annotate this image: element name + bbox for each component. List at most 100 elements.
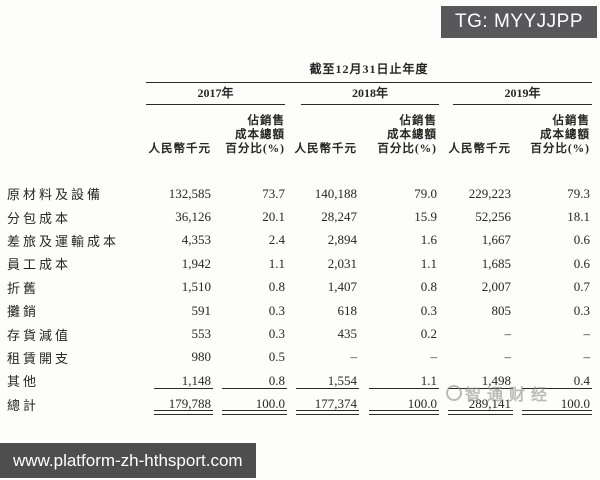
cell-2019-amount: 805 [491, 302, 512, 318]
col-header-amount-2018: 人民幣千元 [294, 143, 357, 155]
period-header: 截至12月31日止年度 [146, 60, 592, 83]
cell-2018-amount: 2,031 [327, 255, 357, 271]
col-header-amount-2017: 人民幣千元 [148, 143, 211, 155]
cell-2017-pct: 0.5 [268, 349, 285, 365]
col-header-percent-2018: 佔銷售 成本總額 百分比(%) [359, 114, 439, 156]
spacer [7, 60, 146, 83]
cost-of-sales-table: 截至12月31日止年度 2017年 2018年 2019年 人民幣千元 佔銷售 … [7, 60, 592, 416]
row-label: 存貨減值 [7, 327, 72, 343]
row-label: 總計 [7, 397, 40, 413]
row-label: 攤銷 [7, 304, 40, 320]
cell-2018-pct: 15.9 [414, 209, 437, 225]
col-header-percent-line3: 百分比(%) [377, 143, 437, 155]
cell-2018-pct: 0.3 [420, 302, 437, 318]
col-header-percent-2017: 佔銷售 成本總額 百分比(%) [213, 114, 287, 156]
year-header-2018: 2018年 [301, 84, 439, 105]
cell-2019-pct: – [583, 326, 591, 342]
table-row-subcontracting: 分包成本 36,126 20.1 28,247 15.9 52,256 18.1 [7, 205, 592, 228]
row-label: 折舊 [7, 280, 40, 296]
cell-2018-pct: 0.2 [420, 326, 437, 342]
table-row-lease-expense: 租賃開支 980 0.5 – – – – [7, 346, 592, 369]
cell-2017-amount: 1,942 [181, 255, 211, 271]
cell-2018-pct: 1.1 [359, 373, 439, 389]
cell-2018-amount: 28,247 [321, 209, 357, 225]
cell-2018-amount: 140,188 [314, 185, 357, 201]
cell-2019-amount: 1,498 [439, 373, 513, 389]
cell-2019-pct: 79.3 [567, 185, 590, 201]
row-label: 其他 [7, 374, 40, 390]
telegram-badge: TG: MYYJJPP [441, 6, 597, 38]
site-url-watermark: www.platform-zh-hthsport.com [0, 443, 256, 478]
cell-2018-amount: 177,374 [287, 396, 359, 416]
cell-2019-amount: – [504, 349, 512, 365]
cell-2017-pct: 2.4 [268, 232, 285, 248]
cell-2018-amount: 1,554 [287, 373, 359, 389]
table-row-travel-transport: 差旅及運輸成本 4,353 2.4 2,894 1.6 1,667 0.6 [7, 229, 592, 252]
spacer [7, 114, 146, 156]
cell-2017-amount: 1,510 [181, 279, 211, 295]
cell-2019-amount: 1,667 [481, 232, 511, 248]
cell-2019-pct: – [583, 349, 591, 365]
cell-2017-amount: 4,353 [181, 232, 211, 248]
cell-2017-amount: 179,788 [146, 396, 214, 416]
cell-2019-pct: 0.7 [573, 279, 590, 295]
row-label: 租賃開支 [7, 350, 72, 366]
cell-2017-amount: 36,126 [175, 209, 211, 225]
col-header-percent-line1: 佔銷售 [552, 115, 590, 127]
cell-2018-amount: 618 [337, 302, 358, 318]
cell-2019-pct: 0.3 [573, 302, 590, 318]
cell-2017-pct: 1.1 [268, 255, 285, 271]
cell-2019-pct: 0.6 [573, 255, 590, 271]
table-header-period-row: 截至12月31日止年度 [7, 60, 592, 83]
cell-2019-amount: 52,256 [475, 209, 511, 225]
table-row-staff-costs: 員工成本 1,942 1.1 2,031 1.1 1,685 0.6 [7, 252, 592, 275]
col-header-percent-line2: 成本總額 [235, 129, 285, 141]
year-header-2017: 2017年 [146, 84, 285, 105]
cell-2018-pct: 1.6 [420, 232, 437, 248]
cell-2019-pct: 18.1 [567, 209, 590, 225]
cell-2017-pct: 0.8 [268, 279, 285, 295]
table-row-amortisation: 攤銷 591 0.3 618 0.3 805 0.3 [7, 299, 592, 322]
cell-2019-pct: 0.4 [513, 373, 592, 389]
cell-2019-pct: 100.0 [513, 396, 592, 416]
cell-2017-amount: 1,148 [146, 373, 214, 389]
col-header-percent-line1: 佔銷售 [399, 115, 437, 127]
table-body: 原材料及設備 132,585 73.7 140,188 79.0 229,223… [7, 182, 592, 416]
row-label: 員工成本 [7, 257, 72, 273]
cell-2017-pct: 0.3 [268, 302, 285, 318]
cell-2017-pct: 73.7 [262, 185, 285, 201]
table-row-others: 其他 1,148 0.8 1,554 1.1 1,498 0.4 [7, 369, 592, 392]
cell-2018-pct: 0.8 [420, 279, 437, 295]
table-row-depreciation: 折舊 1,510 0.8 1,407 0.8 2,007 0.7 [7, 276, 592, 299]
cell-2019-amount: 229,223 [468, 185, 511, 201]
row-label: 分包成本 [7, 210, 72, 226]
col-header-percent-line2: 成本總額 [540, 129, 590, 141]
cell-2018-pct: 1.1 [420, 255, 437, 271]
cell-2017-pct: 100.0 [213, 396, 287, 416]
col-header-percent-line1: 佔銷售 [247, 115, 285, 127]
cell-2018-pct: 100.0 [359, 396, 439, 416]
table-row-inventory-impairment: 存貨減值 553 0.3 435 0.2 – – [7, 322, 592, 345]
row-label: 差旅及運輸成本 [7, 233, 120, 249]
col-header-percent-line3: 百分比(%) [225, 143, 285, 155]
table-subheader-row: 人民幣千元 佔銷售 成本總額 百分比(%) 人民幣千元 佔銷售 成本總額 百分比… [7, 114, 592, 156]
cell-2018-amount: 2,894 [327, 232, 357, 248]
cell-2019-pct: 0.6 [573, 232, 590, 248]
cell-2018-amount: 1,407 [327, 279, 357, 295]
col-header-amount-2019: 人民幣千元 [448, 143, 511, 155]
cell-2017-pct: 0.3 [268, 326, 285, 342]
cell-2017-amount: 980 [191, 349, 212, 365]
table-header-years-row: 2017年 2018年 2019年 [7, 84, 592, 105]
col-header-percent-2019: 佔銷售 成本總額 百分比(%) [513, 114, 592, 156]
year-header-2019: 2019年 [453, 84, 592, 105]
table-row-total: 總計 179,788 100.0 177,374 100.0 289,141 1… [7, 393, 592, 416]
cell-2019-amount: 289,141 [439, 396, 513, 416]
cell-2017-pct: 0.8 [213, 373, 287, 389]
col-header-percent-line3: 百分比(%) [530, 143, 590, 155]
cell-2018-pct: – [430, 349, 438, 365]
cell-2018-pct: 79.0 [414, 185, 437, 201]
cell-2018-amount: – [350, 349, 358, 365]
table-row-raw-materials: 原材料及設備 132,585 73.7 140,188 79.0 229,223… [7, 182, 592, 205]
cell-2019-amount: – [504, 326, 512, 342]
